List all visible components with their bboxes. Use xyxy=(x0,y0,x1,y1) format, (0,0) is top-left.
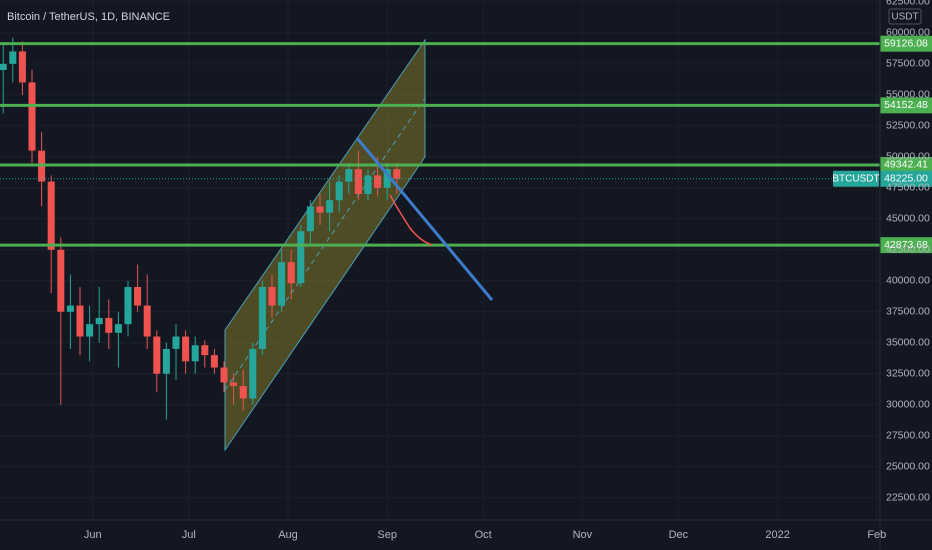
candle-body xyxy=(345,169,353,182)
levels: 59126.08 54152.48 49342.41 42873.68 BTCUSDT 4… xyxy=(0,35,932,254)
candle-body xyxy=(220,367,228,383)
candles xyxy=(0,37,401,420)
candle-body xyxy=(134,286,142,306)
candle-body xyxy=(316,206,324,213)
y-tick-label: 22500.00 xyxy=(886,491,930,503)
level-label-box xyxy=(880,97,932,114)
candle-body xyxy=(47,181,55,250)
candle-body xyxy=(297,231,305,284)
candle-body xyxy=(354,169,362,194)
grid xyxy=(0,0,880,520)
candle-body xyxy=(335,181,343,201)
candle-body xyxy=(364,175,372,194)
level-label: 54152.48 xyxy=(884,99,928,111)
currency-box xyxy=(888,8,922,25)
y-tick-label: 55000.00 xyxy=(886,89,930,101)
y-tick-label: 37500.00 xyxy=(886,306,930,318)
candle-body xyxy=(306,206,314,232)
y-tick-label: 25000.00 xyxy=(886,460,930,472)
candle-body xyxy=(143,305,151,337)
y-tick-label: 47500.00 xyxy=(886,182,930,194)
candle-body xyxy=(201,345,209,356)
current-price-box xyxy=(880,170,932,187)
y-tick-label: 60000.00 xyxy=(886,27,930,39)
candle-body xyxy=(57,249,65,312)
x-tick-label: Dec xyxy=(669,529,689,541)
y-tick-label: 57500.00 xyxy=(886,58,930,70)
candle-body xyxy=(162,348,170,374)
candle-body xyxy=(28,82,36,151)
candle-body xyxy=(191,345,199,362)
y-tick-label: 50000.00 xyxy=(886,151,930,163)
level-label-box xyxy=(880,156,932,173)
candle-body xyxy=(9,51,17,64)
candle-body xyxy=(124,286,132,325)
y-tick-label: 40000.00 xyxy=(886,275,930,287)
level-label: 42873.68 xyxy=(884,239,928,251)
candle-body xyxy=(374,175,382,188)
candle-body xyxy=(0,63,7,71)
level-label-box xyxy=(880,237,932,254)
candle-body xyxy=(278,262,286,306)
y-tick-label: 42500.00 xyxy=(886,244,930,256)
x-tick-label: Jun xyxy=(84,529,102,541)
candle-body xyxy=(105,317,113,333)
candle-body xyxy=(258,286,266,349)
candle-body xyxy=(172,336,180,349)
x-tick-label: Nov xyxy=(573,529,593,541)
candle-body xyxy=(66,305,74,312)
currency-label: USDT xyxy=(891,12,918,23)
y-tick-label: 62500.00 xyxy=(886,0,930,8)
y-tick-label: 45000.00 xyxy=(886,213,930,225)
candle-body xyxy=(268,286,276,306)
candle-body xyxy=(249,348,257,399)
candle-body xyxy=(393,169,401,179)
candle-body xyxy=(239,386,247,399)
y-tick-label: 52500.00 xyxy=(886,120,930,132)
x-tick-label: Sep xyxy=(377,529,397,541)
x-tick-label: Aug xyxy=(278,529,298,541)
y-tick-label: 27500.00 xyxy=(886,429,930,441)
level-label-box xyxy=(880,35,932,52)
symbol-box xyxy=(833,170,879,187)
candle-body xyxy=(86,324,94,337)
candle-body xyxy=(182,336,190,362)
level-label: 59126.08 xyxy=(884,37,928,49)
candle-body xyxy=(326,200,334,213)
current-price-label: 48225.00 xyxy=(884,173,928,185)
candle-body xyxy=(18,51,26,83)
candle-body xyxy=(153,336,161,374)
projection-curve xyxy=(389,194,433,246)
candle-body xyxy=(114,324,122,333)
channel-midline xyxy=(224,97,426,391)
symbol-label: BTCUSDT xyxy=(832,173,879,184)
trend-line xyxy=(355,137,494,301)
level-label: 49342.41 xyxy=(884,159,928,171)
axes: 22500.00 25000.00 27500.00 30000.00 32500.00… xyxy=(84,0,930,541)
x-tick-label: Feb xyxy=(867,529,886,541)
candle-body xyxy=(230,382,238,387)
y-tick-label: 30000.00 xyxy=(886,399,930,411)
y-tick-label: 35000.00 xyxy=(886,337,930,349)
candle-body xyxy=(76,305,84,337)
candle-body xyxy=(95,317,103,325)
x-tick-label: 2022 xyxy=(765,529,789,541)
y-tick-label: 32500.00 xyxy=(886,368,930,380)
candle-body xyxy=(287,262,295,284)
candle-body xyxy=(210,355,218,368)
x-tick-label: Oct xyxy=(475,529,492,541)
chart-title: Bitcoin / TetherUS, 1D, BINANCE xyxy=(7,11,170,23)
x-tick-label: Jul xyxy=(182,529,196,541)
